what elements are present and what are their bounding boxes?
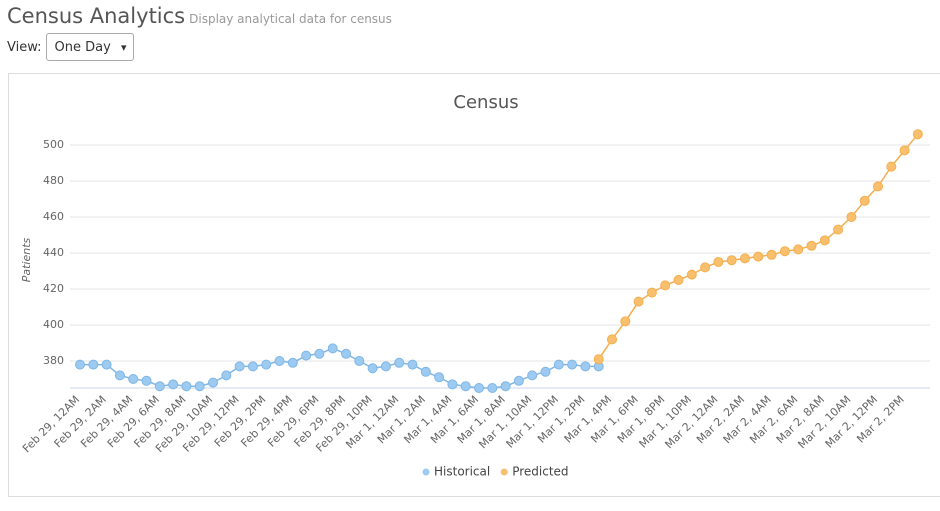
data-point <box>221 370 232 381</box>
data-point <box>247 361 258 372</box>
data-point <box>527 370 538 381</box>
data-point <box>859 195 870 206</box>
data-point <box>646 287 657 298</box>
data-point <box>607 334 617 345</box>
series-line <box>80 347 599 389</box>
data-point <box>141 375 152 386</box>
data-point <box>261 359 272 370</box>
data-point <box>593 354 604 365</box>
legend-marker <box>500 468 508 476</box>
data-point <box>886 161 897 172</box>
data-point <box>846 212 857 222</box>
data-point <box>101 359 112 370</box>
data-point <box>686 269 697 280</box>
data-point <box>580 361 591 372</box>
data-point <box>434 372 445 383</box>
legend-marker <box>422 468 430 476</box>
data-point <box>354 356 365 366</box>
chart-title: Census <box>453 92 518 113</box>
y-tick-label: 380 <box>43 354 64 367</box>
data-point <box>633 296 644 307</box>
data-point <box>287 357 298 368</box>
legend-label: Predicted <box>512 465 568 479</box>
data-point <box>873 181 883 192</box>
data-point <box>314 348 325 359</box>
data-point <box>75 359 85 370</box>
page-subtitle: Display analytical data for census <box>189 12 392 26</box>
data-point <box>274 356 285 366</box>
y-tick-label: 440 <box>43 246 64 259</box>
data-point <box>726 255 737 266</box>
y-axis-label: Patients <box>20 237 33 282</box>
legend-label: Historical <box>434 465 490 479</box>
header: Census Analytics Display analytical data … <box>7 4 392 28</box>
data-point <box>447 379 458 390</box>
data-point <box>380 361 391 372</box>
y-tick-label: 400 <box>43 318 64 331</box>
data-point <box>540 366 551 377</box>
y-tick-label: 500 <box>43 138 64 151</box>
data-point <box>487 383 498 393</box>
data-point <box>341 348 351 359</box>
chart-box <box>8 73 940 497</box>
y-tick-label: 420 <box>43 282 64 295</box>
data-point <box>194 381 205 392</box>
data-point <box>208 377 218 388</box>
data-point <box>234 361 245 372</box>
data-point <box>460 381 471 392</box>
data-point <box>766 249 777 260</box>
data-point <box>793 244 804 255</box>
data-point <box>806 240 817 251</box>
data-point <box>474 383 484 393</box>
data-point <box>567 359 578 370</box>
data-point <box>114 370 125 381</box>
data-point <box>753 251 764 262</box>
data-point <box>420 366 431 377</box>
data-point <box>88 359 99 370</box>
y-tick-label: 480 <box>43 174 64 187</box>
y-tick-label: 460 <box>43 210 64 223</box>
page-title: Census Analytics <box>7 4 186 28</box>
data-point <box>673 275 684 285</box>
data-point <box>553 359 564 370</box>
data-point <box>740 253 750 264</box>
data-point <box>394 357 405 368</box>
data-point <box>513 375 524 386</box>
data-point <box>168 379 179 390</box>
view-select[interactable]: One Day <box>45 33 134 61</box>
data-point <box>899 145 910 156</box>
data-point <box>154 381 165 392</box>
data-point <box>327 343 338 354</box>
data-point <box>181 381 192 392</box>
data-point <box>833 224 844 235</box>
view-label: View: <box>7 39 42 55</box>
data-point <box>713 257 724 267</box>
data-point <box>912 129 923 140</box>
data-point <box>367 363 378 374</box>
data-point <box>660 280 671 291</box>
view-control: View: One Day <box>7 33 134 61</box>
data-point <box>128 374 139 384</box>
data-point <box>779 246 790 257</box>
data-point <box>407 359 418 370</box>
data-point <box>700 262 711 273</box>
data-point <box>819 235 830 246</box>
data-point <box>500 381 511 392</box>
data-point <box>301 350 312 361</box>
data-point <box>620 316 631 327</box>
